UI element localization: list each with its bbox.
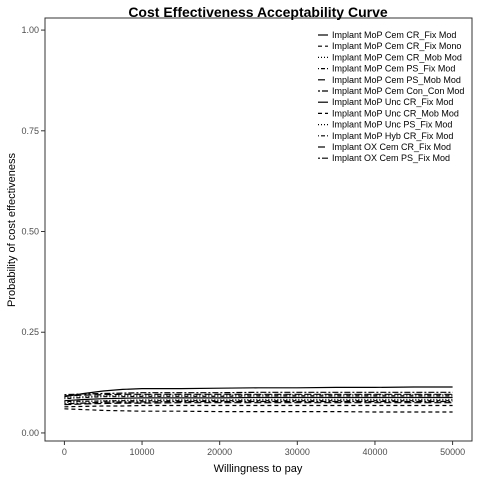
legend-item-label: Implant MoP Cem CR_Fix Mono [332,41,461,51]
y-axis: 0.00 0.25 0.50 0.75 1.00 [21,25,45,438]
y-axis-label: Probability of cost effectiveness [6,153,18,307]
series-lines [64,386,453,413]
series-line-2 [64,408,453,413]
x-axis-label: Willingness to pay [214,463,303,475]
x-tick-label: 20000 [207,447,232,457]
series-line-5 [64,402,453,406]
legend-item-label: Implant MoP Cem Con_Con Mod [332,86,464,96]
series-line-7 [64,396,453,402]
plot-panel [44,17,473,442]
x-tick-label: 50000 [440,447,465,457]
series-line-4 [64,395,453,400]
x-tick-label: 30000 [285,447,310,457]
series-line-11 [64,393,453,397]
y-tick-label: 1.00 [21,25,39,35]
y-tick-label: 0.75 [21,126,39,136]
series-line-1 [64,386,453,398]
legend-item-label: Implant MoP Cem CR_Mob Mod [332,52,462,62]
legend-item-label: Implant MoP Cem PS_Mob Mod [332,75,461,85]
x-tick-label: 40000 [362,447,387,457]
legend-item-label: Implant OX Cem PS_Fix Mod [332,153,450,163]
legend-item-label: Implant MoP Cem CR_Fix Mod [332,30,456,40]
y-tick-label: 0.25 [21,327,39,337]
legend-item-label: Implant MoP Cem PS_Fix Mod [332,64,455,74]
series-line-10 [64,400,453,403]
chart-title: Cost Effectiveness Acceptability Curve [128,4,388,20]
y-tick-label: 0.50 [21,227,39,237]
legend-item-label: Implant MoP Unc CR_Mob Mod [332,108,459,118]
legend-item-label: Implant MoP Unc PS_Fix Mod [332,120,452,130]
legend-item-label: Implant OX Cem CR_Fix Mod [332,142,451,152]
legend-item-label: Implant MoP Hyb CR_Fix Mod [332,131,453,141]
series-line-8 [64,404,453,408]
y-tick-label: 0.00 [21,428,39,438]
x-tick-label: 10000 [130,447,155,457]
x-axis: 0 10000 20000 30000 40000 50000 [62,441,465,457]
x-tick-label: 0 [62,447,67,457]
legend-item-label: Implant MoP Unc CR_Fix Mod [332,97,453,107]
